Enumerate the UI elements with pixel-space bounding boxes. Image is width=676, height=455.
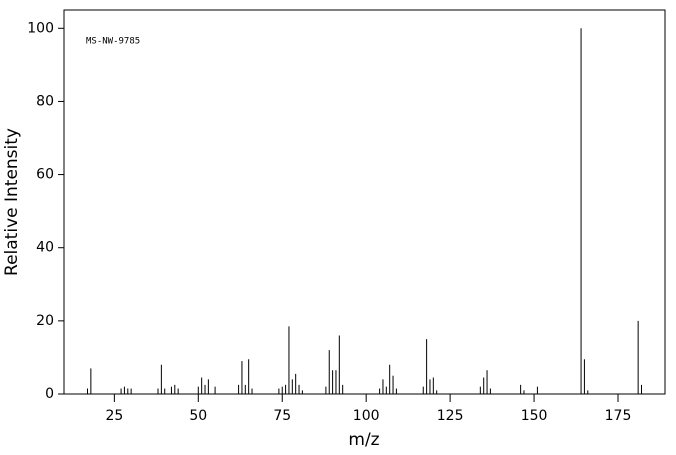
y-tick-label: 0	[45, 386, 54, 402]
x-tick-label: 25	[105, 408, 123, 424]
x-tick-label: 125	[437, 408, 464, 424]
x-tick-label: 175	[605, 408, 632, 424]
y-tick-label: 100	[27, 20, 54, 36]
x-tick-label: 50	[189, 408, 207, 424]
x-axis-title: m/z	[348, 430, 379, 450]
annotation: MS-NW-9785	[86, 37, 140, 47]
y-axis-title: Relative Intensity	[2, 128, 22, 276]
y-tick-label: 80	[36, 93, 54, 109]
x-tick-label: 75	[273, 408, 291, 424]
x-tick-label: 150	[521, 408, 548, 424]
y-tick-label: 60	[36, 167, 54, 183]
x-tick-label: 100	[353, 408, 380, 424]
plot-frame	[63, 9, 666, 395]
y-tick-label: 20	[36, 313, 54, 329]
y-tick-label: 40	[36, 240, 54, 256]
